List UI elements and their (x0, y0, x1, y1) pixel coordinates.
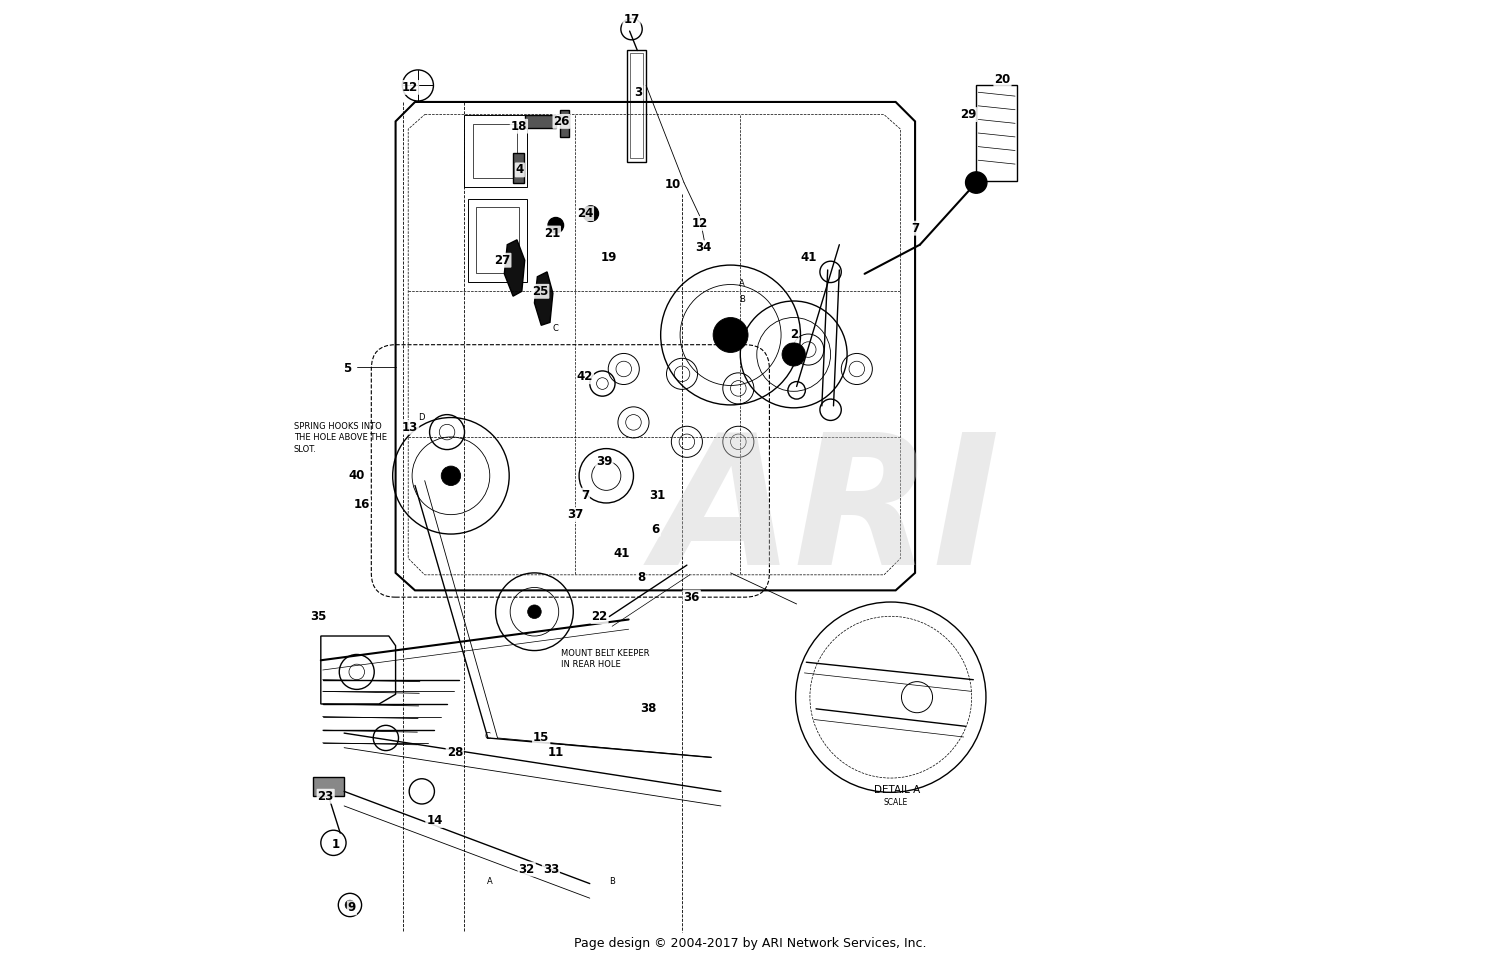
Text: C: C (484, 731, 490, 741)
Text: 7: 7 (910, 221, 920, 235)
Bar (976, 85, 1017, 181)
Text: 5: 5 (344, 362, 351, 376)
Text: 18: 18 (510, 119, 526, 133)
Text: 32: 32 (519, 862, 536, 876)
Text: 16: 16 (354, 498, 370, 512)
Bar (474, 124, 518, 178)
Polygon shape (534, 272, 554, 325)
Text: 28: 28 (447, 746, 464, 759)
Text: A: A (740, 279, 746, 288)
Text: A: A (488, 877, 492, 887)
Text: ARI: ARI (654, 426, 1000, 603)
Text: 26: 26 (554, 115, 570, 128)
Circle shape (584, 206, 598, 221)
Text: 33: 33 (543, 862, 560, 876)
Circle shape (528, 605, 542, 619)
Text: D: D (419, 413, 424, 422)
Text: 19: 19 (602, 251, 618, 264)
Text: 39: 39 (596, 454, 612, 468)
Text: 13: 13 (402, 420, 418, 434)
Text: 12: 12 (692, 217, 708, 230)
Text: Page design © 2004-2017 by ARI Network Services, Inc.: Page design © 2004-2017 by ARI Network S… (573, 937, 926, 951)
Bar (525, 115, 556, 128)
Text: 41: 41 (800, 251, 816, 264)
Bar (627, 50, 646, 162)
Text: 36: 36 (684, 590, 700, 604)
Circle shape (345, 900, 355, 910)
Text: 15: 15 (532, 731, 549, 745)
Text: 31: 31 (650, 488, 666, 502)
Text: 25: 25 (532, 285, 549, 298)
Text: 29: 29 (960, 108, 976, 121)
Text: C: C (554, 323, 558, 333)
Text: 24: 24 (576, 207, 592, 220)
Circle shape (441, 466, 460, 486)
Bar (476, 207, 519, 273)
Bar (464, 115, 526, 187)
Bar (513, 153, 523, 183)
Circle shape (782, 343, 806, 366)
Text: B: B (740, 294, 746, 304)
Text: 38: 38 (640, 702, 656, 716)
Text: 23: 23 (318, 789, 334, 803)
Text: 37: 37 (567, 508, 584, 521)
Text: 8: 8 (638, 571, 645, 585)
Text: SCALE: SCALE (884, 798, 908, 807)
Text: 2: 2 (789, 328, 798, 342)
Text: 27: 27 (495, 253, 510, 267)
Text: B: B (609, 877, 615, 887)
Circle shape (966, 172, 987, 193)
Text: 17: 17 (624, 13, 639, 26)
Text: 6: 6 (651, 522, 660, 536)
Text: 20: 20 (994, 73, 1011, 86)
Text: 40: 40 (348, 469, 364, 483)
Text: 42: 42 (576, 370, 592, 384)
Bar (314, 777, 344, 796)
Text: 41: 41 (614, 547, 630, 560)
Bar (560, 110, 570, 137)
Bar (630, 53, 644, 158)
Text: 11: 11 (548, 746, 564, 759)
Bar (468, 199, 526, 282)
Text: 35: 35 (309, 610, 326, 623)
Text: 9: 9 (348, 901, 355, 915)
Circle shape (548, 218, 564, 233)
Text: 3: 3 (634, 85, 642, 99)
Text: 10: 10 (664, 178, 681, 191)
Text: 12: 12 (402, 81, 418, 94)
Text: 7: 7 (580, 488, 590, 502)
Text: 4: 4 (516, 163, 524, 177)
Circle shape (712, 318, 748, 352)
Text: 21: 21 (544, 226, 560, 240)
Text: SPRING HOOKS INTO
THE HOLE ABOVE THE
SLOT.: SPRING HOOKS INTO THE HOLE ABOVE THE SLO… (294, 422, 387, 453)
Text: 22: 22 (591, 610, 608, 623)
Text: DETAIL A: DETAIL A (874, 785, 921, 794)
Text: MOUNT BELT KEEPER
IN REAR HOLE: MOUNT BELT KEEPER IN REAR HOLE (561, 649, 650, 669)
Text: 34: 34 (694, 241, 711, 254)
Polygon shape (504, 240, 525, 296)
Text: 1: 1 (332, 838, 339, 852)
Text: 14: 14 (426, 814, 442, 827)
